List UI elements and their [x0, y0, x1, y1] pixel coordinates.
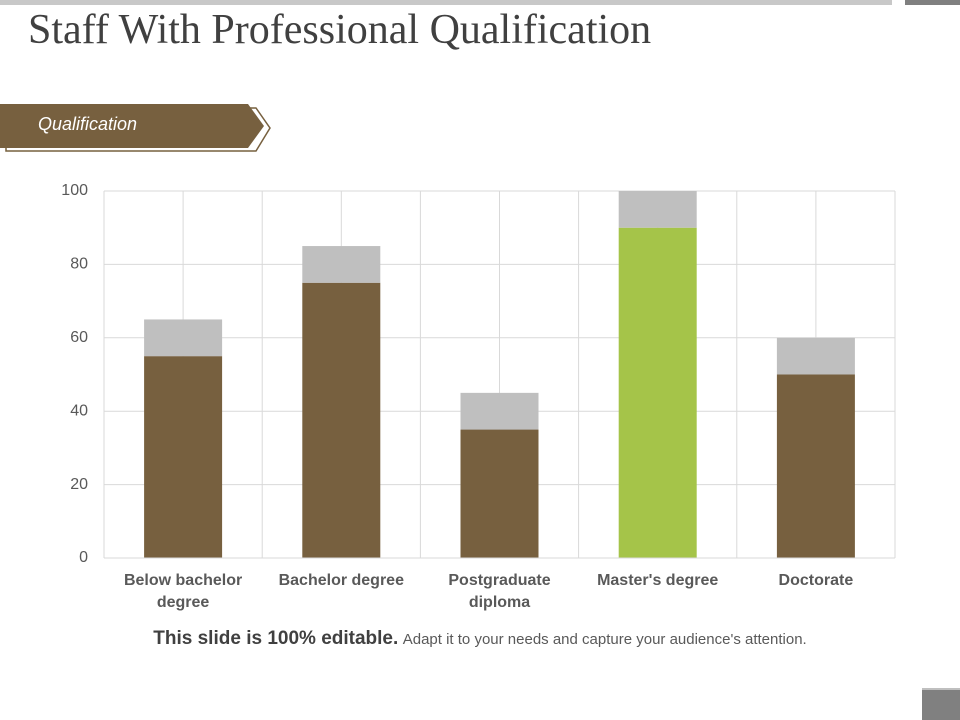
x-tick-label: Bachelor degree — [278, 572, 404, 589]
x-tick-label: Master's degree — [597, 572, 719, 589]
footer: This slide is 100% editable. Adapt it to… — [0, 628, 960, 650]
bar-segment — [776, 337, 855, 375]
y-tick-label: 80 — [70, 256, 88, 273]
bar-segment — [302, 282, 381, 558]
footer-bold: This slide is 100% editable. — [153, 628, 399, 649]
bar-segment — [144, 356, 223, 558]
banner-label: Qualification — [38, 114, 138, 134]
bar-segment — [460, 392, 539, 430]
top-rule — [0, 0, 892, 5]
bar-segment — [302, 246, 381, 283]
x-tick-label: Below bachelor degree — [123, 572, 243, 611]
corner-mark-line — [922, 688, 960, 690]
y-tick-label: 0 — [79, 549, 88, 566]
bar-segment — [460, 429, 539, 558]
y-tick-label: 20 — [70, 476, 88, 493]
bar-segment — [618, 227, 697, 558]
corner-mark — [922, 690, 960, 720]
top-rule-accent — [905, 0, 960, 5]
x-tick-label: Doctorate — [778, 572, 854, 589]
bar-segment — [618, 191, 697, 228]
x-tick-label: Postgraduate diploma — [448, 572, 551, 611]
bar-segment — [144, 319, 223, 357]
footer-text: Adapt it to your needs and capture your … — [402, 631, 807, 648]
y-tick-label: 100 — [61, 182, 88, 199]
y-tick-label: 60 — [70, 329, 88, 346]
bar-segment — [776, 374, 855, 558]
title: Staff With Professional Qualification — [28, 7, 652, 53]
y-tick-label: 40 — [70, 402, 88, 419]
banner-shape — [0, 104, 264, 148]
